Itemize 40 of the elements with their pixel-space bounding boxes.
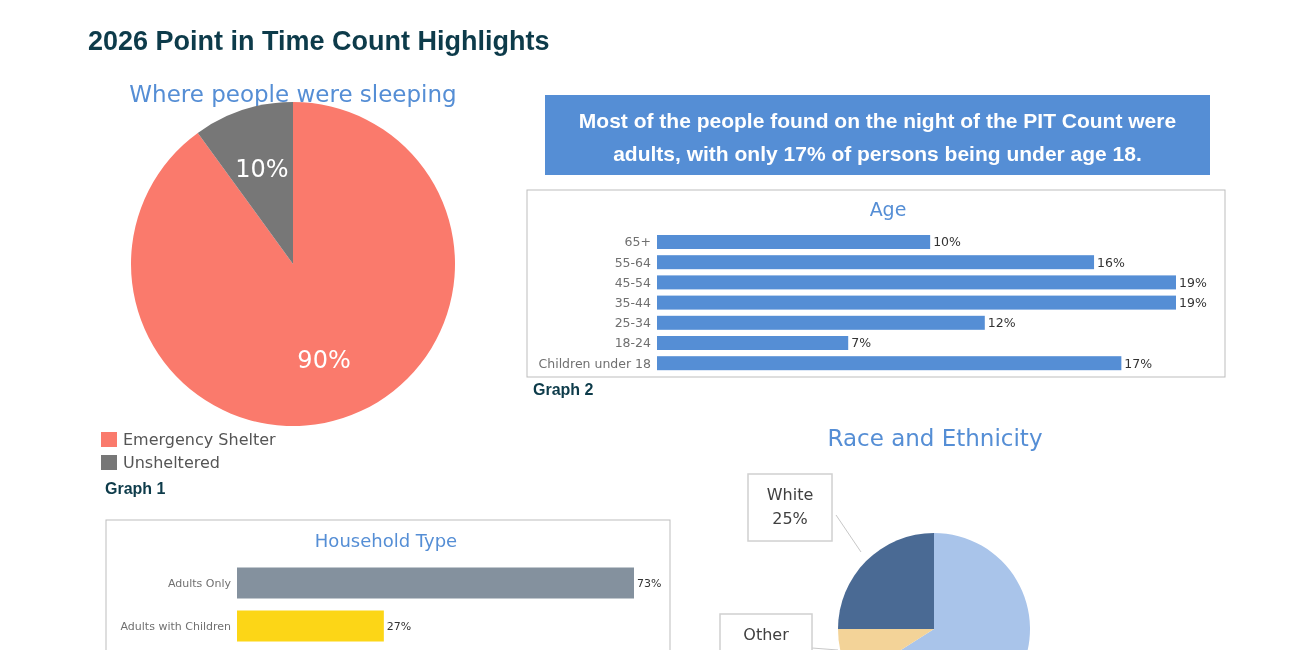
y-tick-label: 25-34 [614, 315, 652, 331]
y-tick-label: 35-44 [614, 294, 652, 310]
chart-title: Household Type [314, 530, 458, 551]
caption: Graph 1 [105, 480, 166, 497]
data-label: 90% [297, 345, 351, 374]
data-label: 7% [851, 335, 872, 351]
data-label: 12% [987, 315, 1016, 331]
data-label: 10% [933, 234, 962, 250]
data-label: 17% [1124, 355, 1153, 371]
data-label: 25% [772, 509, 808, 528]
y-tick-label: 45-54 [614, 274, 652, 290]
data-label: 27% [386, 619, 412, 633]
y-tick-label: 65+ [624, 234, 651, 250]
y-tick-label: Adults with Children [120, 619, 232, 633]
bar [657, 315, 985, 330]
data-label: 16% [1097, 254, 1125, 270]
data-label: 73% [637, 576, 662, 590]
chart-title: Where people were sleeping [129, 81, 457, 107]
bar [657, 356, 1122, 371]
bar [657, 235, 931, 249]
y-tick-label: Adults Only [167, 576, 232, 590]
bar [657, 255, 1095, 270]
slice-label: Other [743, 625, 790, 644]
callout-box: Most of the people found on the night of the PIT Count were adults, with only 17% of persons being under age 18. [545, 95, 1210, 175]
chart-title: Age [869, 198, 907, 220]
y-tick-label: 18-24 [614, 335, 652, 351]
text: 2026 Point in Time Count Highlights [88, 26, 550, 56]
y-tick-label: Children under 18 [538, 355, 652, 371]
bar [657, 336, 849, 350]
y-tick-label: 55-64 [614, 254, 652, 270]
chart-title: Race and Ethnicity [827, 425, 1043, 451]
caption: Graph 2 [533, 381, 594, 398]
data-label: 19% [1179, 294, 1207, 310]
data-label: 19% [1179, 274, 1207, 290]
bar [657, 295, 1176, 310]
legend-label: Unsheltered [123, 453, 220, 472]
slice-label: White [766, 485, 814, 504]
legend-label: Emergency Shelter [123, 430, 277, 449]
data-label: 10% [235, 154, 289, 183]
bar [657, 275, 1176, 290]
